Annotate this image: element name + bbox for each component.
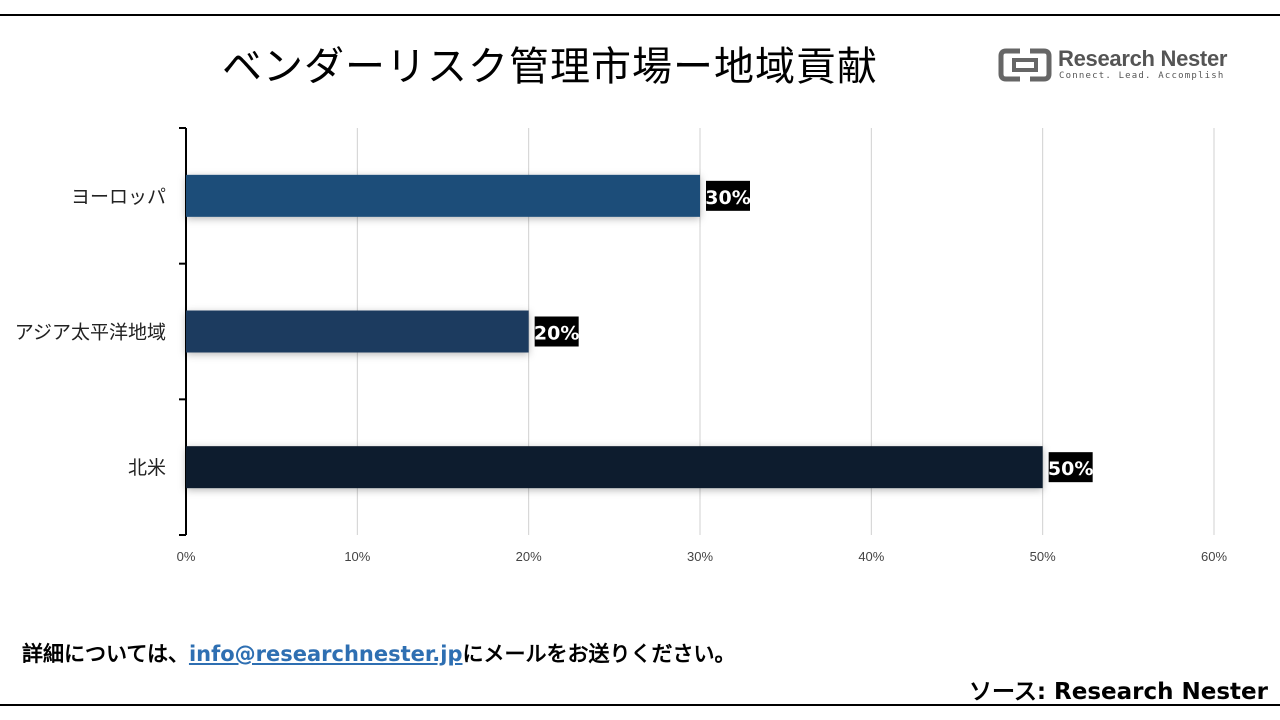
bar (186, 174, 700, 217)
bar-chart: 30% 20% 50% 0% 10% 20% 30% 40% 50% 60% ヨーロッパアジア太… (15, 127, 1228, 564)
category-label: 北米 (128, 457, 166, 479)
logo-tagline: Connect. Lead. Accomplish (1059, 71, 1225, 81)
data-label-box (1048, 452, 1093, 483)
x-tick-label: 20% (516, 549, 542, 564)
x-tick-label: 0% (177, 549, 196, 564)
category-label: アジア太平洋地域 (15, 322, 166, 344)
email-link[interactable]: info@researchnester.jp (188, 642, 463, 666)
data-label: 50% (1048, 452, 1093, 483)
x-tick-labels: 0% 10% 20% 30% 40% 50% 60% (177, 549, 1228, 564)
data-label-text: 30% (705, 187, 750, 209)
y-axis (179, 127, 187, 536)
x-tick-label: 30% (687, 549, 713, 564)
logo-icon (998, 48, 1052, 82)
data-label: 30% (705, 180, 751, 211)
data-labels: 30% 20% 50% (534, 180, 1093, 483)
footer-prefix: 詳細については、 (22, 642, 189, 666)
x-tick-label: 40% (858, 549, 884, 564)
data-label-box (706, 180, 750, 211)
bottom-rule (0, 704, 1280, 706)
category-label: ヨーロッパ (71, 186, 166, 208)
logo-name: Research Nester (1058, 46, 1228, 71)
source-label: ソース: Research Nester (968, 679, 1268, 705)
bar (186, 310, 529, 353)
x-tick-label: 60% (1201, 549, 1227, 564)
x-tick-label: 10% (344, 549, 370, 564)
data-label-text: 50% (1048, 458, 1093, 480)
footer-suffix: にメールをお送りください。 (462, 642, 736, 666)
bar (186, 446, 1043, 489)
data-label-box (534, 316, 579, 347)
x-tick-label: 50% (1030, 549, 1056, 564)
top-rule (0, 14, 1280, 16)
data-label-text: 20% (534, 323, 579, 345)
footer-note: 詳細については、info@researchnester.jpにメールをお送りくだ… (22, 638, 735, 668)
research-nester-logo: Research Nester Connect. Lead. Accomplis… (998, 46, 1227, 86)
bars (186, 174, 1043, 489)
chart-title: ベンダーリスク管理市場ー地域貢献 (222, 44, 878, 90)
data-label: 20% (534, 316, 579, 347)
